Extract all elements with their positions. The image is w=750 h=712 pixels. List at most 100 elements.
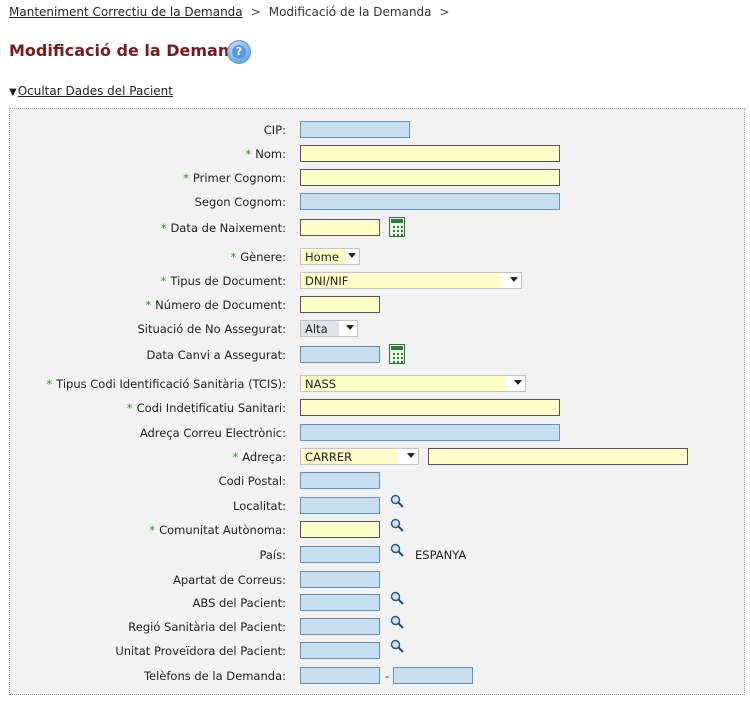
breadcrumb-separator: > [439, 5, 450, 19]
search-icon[interactable] [390, 494, 404, 508]
required-mark: * [145, 298, 152, 312]
adreca-type-selected: CARRER [301, 449, 398, 464]
localitat-input[interactable] [300, 497, 380, 514]
row-telefons: Telèfons de la Demanda: - [10, 667, 744, 685]
calendar-icon[interactable] [389, 217, 405, 237]
segon-cognom-label: Segon Cognom: [194, 195, 286, 209]
required-mark: * [230, 250, 237, 264]
chevron-down-icon [348, 253, 356, 258]
data-naixement-label: * Data de Naixement: [160, 221, 286, 235]
row-regio: Regió Sanitària del Pacient: [10, 615, 744, 636]
situacio-no-assegurat-label: Situació de No Assegurat: [137, 322, 286, 336]
numero-document-input[interactable] [300, 296, 380, 313]
patient-data-panel: CIP: * Nom: * Primer Cognom: Segon Cognom:… [9, 108, 745, 695]
apartat-input[interactable] [300, 571, 380, 588]
data-naixement-input[interactable] [300, 219, 380, 236]
row-data-naixement: * Data de Naixement: [10, 217, 744, 237]
help-glyph: ? [232, 45, 246, 59]
nom-input[interactable] [300, 145, 560, 162]
apartat-label: Apartat de Correus: [173, 573, 286, 587]
search-icon[interactable] [390, 639, 404, 653]
row-segon-cognom: Segon Cognom: [10, 193, 744, 211]
page-title: Modificació de la Demanda [9, 41, 252, 60]
comunitat-label: * Comunitat Autònoma: [149, 523, 286, 537]
codi-postal-label: Codi Postal: [218, 474, 286, 488]
breadcrumb: Manteniment Correctiu de la Demanda > Modi… [9, 5, 458, 19]
search-icon[interactable] [390, 615, 404, 629]
regio-label: Regió Sanitària del Pacient: [128, 620, 286, 634]
email-label: Adreça Correu Electrònic: [139, 426, 286, 440]
required-mark: * [160, 221, 167, 235]
telefons-separator: - [385, 669, 390, 683]
tipus-codi-tcis-select[interactable]: NASS [300, 375, 526, 392]
toggle-patient-data-link[interactable]: Ocultar Dades del Pacient [17, 84, 173, 98]
row-numero-document: * Número de Document: [10, 296, 744, 314]
codi-sanitari-input[interactable] [300, 399, 560, 416]
toggle-patient-data[interactable]: ▼Ocultar Dades del Pacient [9, 84, 173, 98]
row-tipus-document: * Tipus de Document: DNI/NIF [10, 272, 744, 290]
row-apartat: Apartat de Correus: [10, 571, 744, 589]
adreca-input[interactable] [428, 448, 688, 465]
search-icon[interactable] [390, 518, 404, 532]
tipus-document-selected: DNI/NIF [301, 273, 501, 288]
required-mark: * [245, 147, 252, 161]
codi-sanitari-label: * Codi Indetificatiu Sanitari: [126, 401, 286, 415]
nom-label: * Nom: [245, 147, 286, 161]
pais-label: País: [259, 548, 286, 562]
telefon-2-input[interactable] [393, 667, 473, 684]
telefons-label: Telèfons de la Demanda: [143, 669, 286, 683]
row-abs: ABS del Pacient: [10, 591, 744, 612]
cip-label: CIP: [263, 123, 286, 137]
codi-postal-input[interactable] [300, 472, 380, 489]
row-unitat: Unitat Proveïdora del Pacient: [10, 639, 744, 660]
calendar-icon[interactable] [389, 344, 405, 364]
data-canvi-assegurat-label: Data Canvi a Assegurat: [146, 348, 286, 362]
row-genere: * Gènere: Home [10, 248, 744, 266]
required-mark: * [232, 450, 239, 464]
row-localitat: Localitat: [10, 494, 744, 515]
row-pais: País: ESPANYA [10, 543, 744, 564]
primer-cognom-label: * Primer Cognom: [183, 171, 286, 185]
numero-document-label: * Número de Document: [145, 298, 286, 312]
adreca-label: * Adreça: [232, 450, 286, 464]
situacio-selected: Alta [301, 321, 339, 336]
row-comunitat: * Comunitat Autònoma: [10, 518, 744, 539]
chevron-down-icon [407, 453, 415, 458]
search-icon[interactable] [390, 543, 404, 557]
adreca-type-select[interactable]: CARRER [300, 448, 419, 465]
row-email: Adreça Correu Electrònic: [10, 424, 744, 442]
comunitat-input[interactable] [300, 521, 380, 538]
help-icon[interactable]: ? [227, 40, 251, 64]
cip-input[interactable] [300, 121, 410, 138]
regio-input[interactable] [300, 618, 380, 635]
tipus-document-select[interactable]: DNI/NIF [300, 272, 522, 289]
primer-cognom-input[interactable] [300, 169, 560, 186]
row-data-canvi-assegurat: Data Canvi a Assegurat: [10, 344, 744, 364]
chevron-down-icon [514, 380, 522, 385]
row-codi-sanitari: * Codi Indetificatiu Sanitari: [10, 399, 744, 417]
tcis-selected: NASS [301, 376, 505, 391]
chevron-down-icon [346, 325, 354, 330]
breadcrumb-parent-link[interactable]: Manteniment Correctiu de la Demanda [9, 5, 243, 19]
required-mark: * [126, 401, 133, 415]
abs-label: ABS del Pacient: [192, 596, 286, 610]
situacio-no-assegurat-select[interactable]: Alta [300, 320, 358, 337]
row-adreca: * Adreça: CARRER [10, 448, 744, 466]
telefon-1-input[interactable] [300, 667, 380, 684]
required-mark: * [160, 274, 167, 288]
row-situacio-no-assegurat: Situació de No Assegurat: Alta [10, 320, 744, 338]
data-canvi-assegurat-input[interactable] [300, 346, 380, 363]
localitat-label: Localitat: [233, 499, 286, 513]
row-cip: CIP: [10, 121, 744, 139]
genere-selected: Home [301, 249, 345, 264]
unitat-input[interactable] [300, 642, 380, 659]
abs-input[interactable] [300, 594, 380, 611]
genere-select[interactable]: Home [300, 248, 360, 265]
breadcrumb-current: Modificació de la Demanda [268, 5, 432, 19]
search-icon[interactable] [390, 591, 404, 605]
segon-cognom-input[interactable] [300, 193, 560, 210]
pais-display: ESPANYA [415, 548, 467, 562]
row-tipus-codi-tcis: * Tipus Codi Identificació Sanitària (TCI… [10, 375, 744, 393]
email-input[interactable] [300, 424, 560, 441]
pais-input[interactable] [300, 546, 380, 563]
